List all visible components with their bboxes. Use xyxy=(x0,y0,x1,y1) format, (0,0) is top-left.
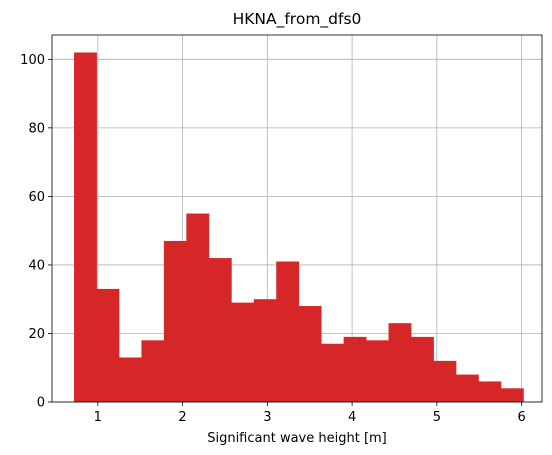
histogram-bar xyxy=(411,336,434,402)
histogram-bar xyxy=(455,374,479,402)
histogram-bar xyxy=(366,340,389,402)
histogram-bar xyxy=(276,261,300,402)
x-tick-label: 4 xyxy=(348,410,356,425)
histogram-bar xyxy=(388,323,412,402)
histogram-bar xyxy=(433,360,457,402)
x-tick-label: 3 xyxy=(263,410,271,425)
histogram-bar xyxy=(500,388,524,402)
x-tick-label: 5 xyxy=(433,410,441,425)
histogram-bar xyxy=(74,52,97,402)
histogram-bar xyxy=(253,299,277,402)
x-tick-label: 2 xyxy=(178,410,186,425)
histogram-bar xyxy=(231,302,255,402)
histogram-bar xyxy=(298,306,322,402)
y-tick-label: 60 xyxy=(28,190,45,205)
plot-frame xyxy=(51,34,543,403)
y-tick-label: 80 xyxy=(28,121,45,136)
chart-title: HKNA_from_dfs0 xyxy=(233,10,362,29)
y-tick-label: 40 xyxy=(28,258,45,273)
y-tick-label: 20 xyxy=(28,327,45,342)
histogram-bar xyxy=(186,213,210,402)
histogram-bar xyxy=(343,336,367,402)
histogram-bar xyxy=(118,357,142,402)
histogram-bar xyxy=(478,381,502,402)
y-tick-label: 0 xyxy=(37,396,45,411)
x-tick-label: 1 xyxy=(94,410,102,425)
histogram-bars xyxy=(74,52,524,402)
x-tick-label: 6 xyxy=(518,410,526,425)
histogram-bar xyxy=(321,343,345,402)
histogram-bar xyxy=(96,288,120,402)
y-tick-label: 100 xyxy=(20,53,45,68)
x-axis-label: Significant wave height [m] xyxy=(207,431,387,446)
histogram-bar xyxy=(163,240,187,402)
histogram-bar xyxy=(141,340,165,402)
histogram-bar xyxy=(208,258,232,402)
